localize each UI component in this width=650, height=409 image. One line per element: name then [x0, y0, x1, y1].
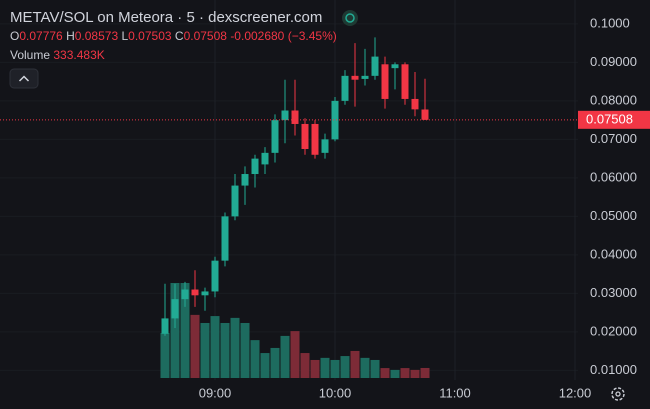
y-tick-label: 0.08000 — [590, 92, 637, 107]
legend-change-pct: (−3.45%) — [288, 29, 337, 43]
collapse-button-bg[interactable] — [9, 68, 39, 89]
volume-bar — [410, 369, 420, 378]
candle-body — [371, 56, 379, 76]
candle-body — [301, 123, 309, 149]
candle-body — [241, 174, 249, 186]
volume-legend: Volume 333.483K — [10, 48, 105, 62]
volume-bar — [400, 368, 410, 378]
legend-label: O — [10, 29, 19, 43]
y-tick-label: 0.06000 — [590, 169, 637, 184]
legend-label: C — [175, 29, 184, 43]
volume-bar — [270, 347, 280, 378]
volume-bar — [310, 359, 320, 378]
candle-body — [221, 216, 229, 261]
legend-value: 0.07508 — [184, 29, 228, 43]
volume-bar — [200, 322, 210, 378]
legend-label: L — [121, 29, 128, 43]
settings-icon[interactable] — [611, 387, 625, 401]
candle-body — [291, 110, 299, 124]
collapse-icon[interactable] — [18, 75, 30, 82]
volume-bar — [350, 350, 360, 378]
y-tick-label: 0.01000 — [590, 362, 637, 377]
volume-bar — [370, 359, 380, 378]
candle-body — [321, 139, 329, 153]
volume-bar — [390, 369, 400, 378]
legend-change: -0.002680 — [230, 29, 284, 43]
volume-bar — [240, 322, 250, 378]
candle-body — [351, 75, 359, 80]
candle-body — [401, 64, 409, 99]
volume-bar — [160, 332, 170, 378]
candle-body — [231, 185, 239, 217]
y-tick-label: 0.1000 — [590, 15, 630, 30]
x-tick-label: 09:00 — [199, 385, 232, 400]
legend-value: 0.08573 — [75, 29, 119, 43]
volume-bar — [340, 356, 350, 378]
candle-body — [191, 289, 199, 296]
settings-icon-center[interactable] — [615, 391, 621, 397]
legend-value: 0.07503 — [128, 29, 172, 43]
candle-body — [171, 299, 179, 319]
y-tick-label: 0.09000 — [590, 54, 637, 69]
candle-body — [211, 260, 219, 292]
volume-bar — [320, 357, 330, 378]
candle-body — [421, 109, 429, 120]
candle-body — [201, 291, 209, 296]
volume-bar — [290, 331, 300, 378]
x-tick-label: 11:00 — [439, 385, 471, 400]
legend-value: 333.483K — [53, 48, 104, 62]
candle-body — [261, 152, 269, 165]
volume-bar — [220, 322, 230, 378]
status-icon-dot — [345, 13, 355, 23]
legend-value: 0.07776 — [19, 29, 63, 43]
volume-bar — [250, 340, 260, 378]
candle-body — [381, 64, 389, 99]
chart-title: METAV/SOL on Meteora · 5 · dexscreener.c… — [10, 9, 322, 26]
y-tick-label: 0.07000 — [590, 131, 637, 146]
candle-body — [281, 110, 289, 121]
last-price-badge — [578, 110, 650, 129]
volume-bar — [380, 368, 390, 378]
ohlc-legend: O0.07776 H0.08573 L0.07503 C0.07508 -0.0… — [10, 29, 337, 43]
status-icon — [342, 10, 358, 26]
y-tick-label: 0.04000 — [590, 246, 637, 261]
volume-bar — [360, 357, 370, 378]
price-axis-panel — [578, 0, 650, 409]
volume-bar — [280, 335, 290, 378]
y-tick-label: 0.03000 — [590, 285, 637, 300]
time-axis-panel — [0, 380, 650, 409]
candle-body — [331, 100, 339, 140]
volume-bar — [330, 359, 340, 378]
candle-body — [181, 289, 189, 300]
legend-label: H — [66, 29, 75, 43]
candle-body — [311, 123, 319, 155]
volume-bar — [420, 367, 430, 378]
candle-body — [161, 318, 169, 334]
collapse-button[interactable] — [9, 68, 39, 89]
legend-label: Volume — [10, 48, 50, 62]
volume-bar — [300, 353, 310, 378]
y-tick-label: 0.02000 — [590, 323, 637, 338]
settings-button[interactable] — [611, 387, 625, 401]
candle-body — [391, 64, 399, 69]
candle-body — [361, 75, 369, 79]
volume-bar — [170, 283, 180, 378]
candle-body — [411, 98, 419, 110]
volume-bar — [190, 314, 200, 378]
candle-body — [341, 75, 349, 101]
last-price-label: 0.07508 — [586, 111, 633, 126]
volume-bar — [180, 283, 190, 378]
y-tick-label: 0.05000 — [590, 208, 637, 223]
volume-bar — [230, 317, 240, 378]
candle-body — [251, 158, 259, 175]
candle-body — [271, 120, 279, 153]
volume-bar — [210, 316, 220, 378]
x-tick-label: 10:00 — [319, 385, 352, 400]
x-tick-label: 12:00 — [559, 385, 592, 400]
volume-bar — [260, 353, 270, 378]
